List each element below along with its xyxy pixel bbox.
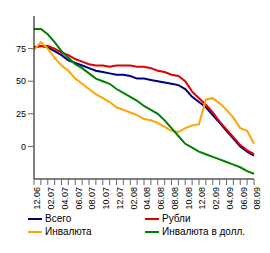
svg-text:75: 75: [16, 44, 26, 54]
svg-text:06.08: 06.08: [156, 187, 166, 210]
html-text:Инвалюта в долл.: Инвалюта в долл.: [162, 226, 246, 237]
svg-text:08.07: 08.07: [87, 187, 97, 210]
svg-text:02.08: 02.08: [129, 187, 139, 210]
svg-text:02.09: 02.09: [211, 187, 221, 210]
svg-text:10.08: 10.08: [184, 187, 194, 210]
svg-text:06.07: 06.07: [74, 187, 84, 210]
svg-text:12.07: 12.07: [115, 187, 125, 210]
svg-text:12.08: 12.08: [197, 187, 207, 210]
svg-text:02.07: 02.07: [46, 187, 56, 210]
svg-text:12.06: 12.06: [32, 187, 42, 210]
svg-text:0: 0: [21, 142, 26, 152]
svg-text:25: 25: [16, 109, 26, 119]
html-text:Всего: Всего: [45, 213, 72, 224]
svg-text:08.09: 08.09: [252, 187, 262, 210]
html-text:Рубли: Рубли: [162, 213, 191, 224]
svg-text:08.08: 08.08: [170, 187, 180, 210]
svg-text:10.07: 10.07: [101, 187, 111, 210]
svg-text:06.09: 06.09: [239, 187, 249, 210]
svg-text:50: 50: [16, 76, 26, 86]
html-text:Инвалюта: Инвалюта: [45, 226, 92, 237]
svg-text:04.07: 04.07: [60, 187, 70, 210]
svg-text:04.08: 04.08: [142, 187, 152, 210]
svg-text:04.09: 04.09: [225, 187, 235, 210]
